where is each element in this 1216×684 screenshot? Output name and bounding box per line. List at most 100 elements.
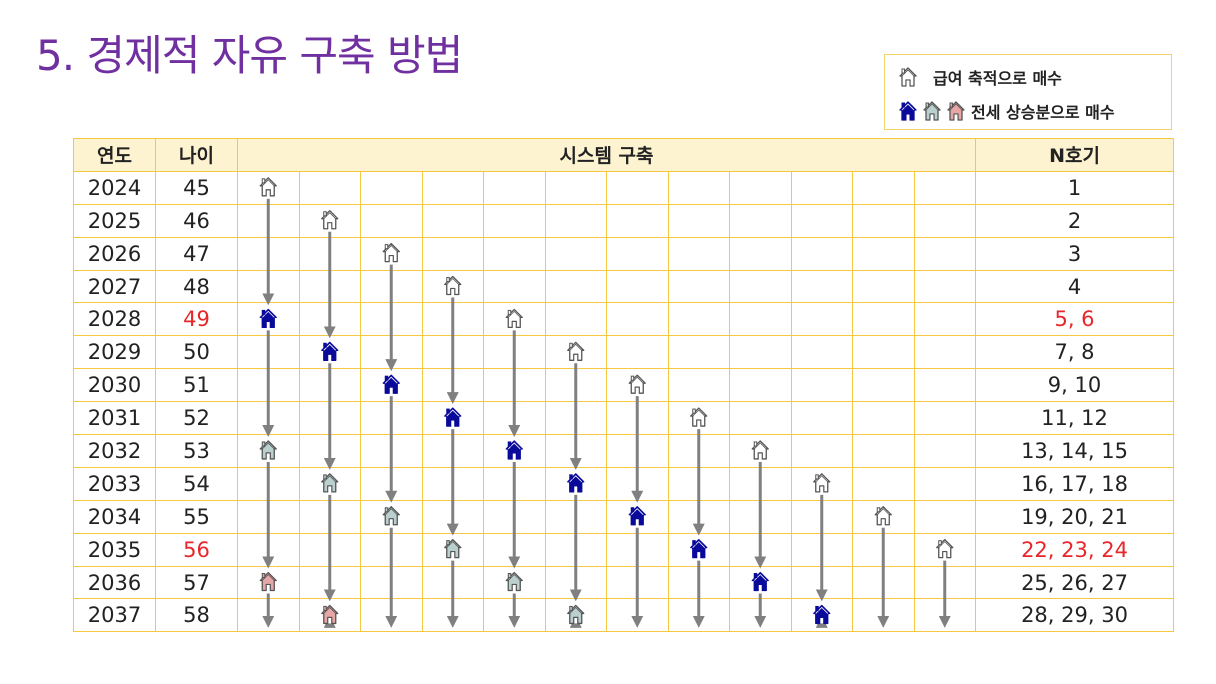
system-cell [360, 598, 423, 633]
table-row: 2030 51 9, 10 [73, 368, 1174, 403]
system-cell [360, 269, 423, 304]
header-row: 연도 나이 시스템 구축 N호기 [73, 138, 1174, 172]
age-cell: 55 [155, 499, 238, 534]
system-cell [913, 565, 976, 600]
system-cell [790, 269, 853, 304]
system-cell [298, 302, 361, 337]
system-cell [667, 532, 730, 567]
system-cell [729, 302, 792, 337]
system-cell [544, 269, 607, 304]
system-cell [913, 598, 976, 633]
legend-salary: 급여 축적으로 매수 [899, 65, 1062, 89]
system-cell [544, 598, 607, 633]
year-cell: 2027 [73, 269, 156, 304]
table-row: 2032 53 13, 14, 15 [73, 434, 1174, 468]
system-cell [606, 401, 669, 436]
system-cell [360, 203, 423, 238]
system-cell [790, 203, 853, 238]
system-cell [667, 302, 730, 337]
system-cell [544, 236, 607, 271]
system-cell [667, 236, 730, 271]
age-cell: 50 [155, 335, 238, 370]
system-cell [729, 499, 792, 534]
system-cell [606, 598, 669, 633]
legend: 급여 축적으로 매수 전세 상승분으로 매수 [884, 54, 1172, 130]
system-cell [237, 269, 300, 304]
system-cell [729, 236, 792, 271]
system-cell [360, 170, 423, 205]
system-cell [237, 170, 300, 205]
system-cell [667, 499, 730, 534]
system-cell [544, 203, 607, 238]
system-cell [667, 434, 730, 468]
system-cell [852, 269, 915, 304]
system-cell [544, 466, 607, 501]
system-cell [483, 532, 546, 567]
age-cell: 49 [155, 302, 238, 337]
system-cell [790, 598, 853, 633]
system-cell [606, 203, 669, 238]
page-title: 5. 경제적 자유 구축 방법 [36, 31, 463, 80]
system-cell [790, 302, 853, 337]
system-cell [729, 598, 792, 633]
units-cell: 19, 20, 21 [975, 499, 1174, 534]
system-cell [729, 532, 792, 567]
system-cell [852, 203, 915, 238]
system-cell [729, 335, 792, 370]
system-cell [298, 368, 361, 403]
table-row: 2028 49 5, 6 [73, 302, 1174, 337]
system-cell [606, 466, 669, 501]
year-cell: 2036 [73, 565, 156, 600]
system-cell [852, 598, 915, 633]
table-row: 2031 52 11, 12 [73, 401, 1174, 436]
system-cell [298, 499, 361, 534]
system-cell [360, 401, 423, 436]
system-cell [544, 368, 607, 403]
system-cell [298, 269, 361, 304]
units-cell: 5, 6 [975, 302, 1174, 337]
system-cell [852, 170, 915, 205]
age-cell: 58 [155, 598, 238, 633]
system-cell [667, 269, 730, 304]
system-cell [852, 401, 915, 436]
system-cell [421, 466, 484, 501]
system-cell [913, 170, 976, 205]
age-cell: 47 [155, 236, 238, 271]
units-cell: 4 [975, 269, 1174, 304]
system-cell [298, 335, 361, 370]
system-cell [298, 434, 361, 468]
system-cell [852, 532, 915, 567]
units-cell: 9, 10 [975, 368, 1174, 403]
year-cell: 2034 [73, 499, 156, 534]
age-cell: 45 [155, 170, 238, 205]
system-cell [237, 434, 300, 468]
house-teal-icon [923, 101, 941, 121]
system-cell [360, 335, 423, 370]
age-cell: 57 [155, 565, 238, 600]
header-system: 시스템 구축 [237, 138, 976, 172]
table-row: 2034 55 19, 20, 21 [73, 499, 1174, 534]
system-cell [852, 434, 915, 468]
system-cell [483, 434, 546, 468]
system-cell [729, 466, 792, 501]
system-cell [606, 236, 669, 271]
system-cell [483, 302, 546, 337]
year-cell: 2028 [73, 302, 156, 337]
system-cell [913, 236, 976, 271]
system-cell [913, 302, 976, 337]
system-cell [360, 368, 423, 403]
system-cell [913, 203, 976, 238]
system-cell [421, 170, 484, 205]
system-cell [729, 269, 792, 304]
system-cell [913, 434, 976, 468]
header-year: 연도 [73, 138, 156, 172]
house-pink-icon [947, 101, 965, 121]
system-cell [483, 170, 546, 205]
system-cell [483, 499, 546, 534]
system-cell [729, 401, 792, 436]
system-cell [667, 335, 730, 370]
system-cell [421, 598, 484, 633]
system-cell [237, 335, 300, 370]
system-cell [298, 236, 361, 271]
system-cell [790, 565, 853, 600]
